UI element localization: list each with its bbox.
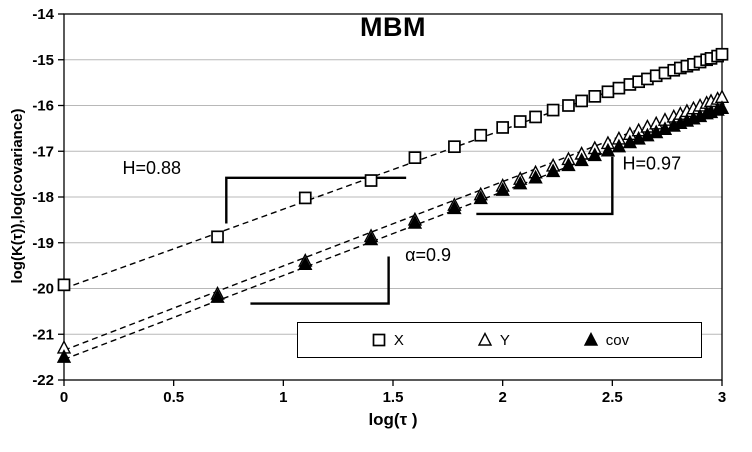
x-tick-label: 2 — [498, 389, 506, 406]
x-tick-label: 2.5 — [602, 389, 623, 406]
filled-triangle-marker — [513, 175, 528, 190]
y-tick-label: -21 — [32, 326, 54, 343]
filled-triangle-marker — [210, 289, 225, 303]
legend-label: cov — [605, 331, 630, 349]
filled-triangle-marker — [528, 169, 543, 184]
open-square-icon — [372, 333, 386, 347]
annotation-label: H=0.88 — [122, 158, 181, 178]
filled-triangle-marker — [600, 142, 616, 157]
annotation-shape — [225, 176, 407, 224]
filled-triangle-marker — [495, 182, 510, 196]
filled-triangle-marker — [363, 231, 379, 246]
filled-triangle-icon — [583, 332, 598, 346]
y-tick-label: -17 — [32, 143, 54, 160]
filled-triangle-marker — [574, 152, 589, 167]
open-square-marker — [474, 128, 488, 142]
open-square-marker — [562, 99, 575, 112]
x-tick-label: 1 — [279, 389, 287, 406]
y-axis-label: log(K(τ)),log(covariance) — [9, 108, 26, 284]
open-square-marker — [372, 333, 386, 347]
filled-triangle-marker — [587, 147, 602, 162]
y-tick-label: -22 — [32, 372, 54, 389]
x-tick-label: 0 — [60, 389, 68, 406]
open-triangle-marker — [477, 332, 492, 346]
legend-label: Y — [499, 331, 510, 349]
open-triangle-icon — [477, 332, 492, 346]
legend-item-X: X — [370, 332, 404, 349]
filled-triangle-marker — [56, 349, 72, 363]
annotation-shape — [250, 256, 390, 305]
open-square-marker — [513, 115, 527, 128]
filled-triangle-marker — [447, 200, 462, 215]
y-tick-label: -19 — [32, 235, 54, 252]
open-square-marker — [601, 85, 615, 99]
y-tick-label: -15 — [32, 52, 54, 69]
filled-triangle-marker — [561, 157, 576, 172]
series-X — [57, 47, 729, 292]
x-axis-label: log(τ ) — [368, 410, 418, 429]
open-square-marker — [715, 47, 729, 61]
filled-triangle-marker — [622, 134, 638, 149]
x-tick-label: 1.5 — [383, 389, 404, 406]
filled-triangle-marker — [611, 138, 627, 153]
legend-item-Y: Y — [476, 332, 510, 349]
trend-line-Y — [63, 96, 723, 351]
open-square-marker — [529, 110, 542, 124]
filled-triangle-marker — [714, 100, 730, 114]
y-tick-label: -18 — [32, 189, 54, 206]
annotation-shape — [476, 156, 614, 216]
annotation-label: α=0.9 — [405, 245, 451, 265]
annotation-label: H=0.97 — [623, 154, 682, 174]
y-tick-label: -16 — [32, 98, 54, 115]
legend-item-cov: cov — [582, 332, 629, 349]
open-square-marker — [364, 174, 378, 187]
x-tick-label: 0.5 — [163, 389, 184, 406]
trend-line-cov — [63, 107, 723, 361]
chart-title: MBM — [360, 12, 426, 42]
open-square-marker — [575, 94, 588, 108]
open-square-marker — [612, 81, 626, 95]
filled-triangle-marker — [583, 332, 598, 346]
filled-triangle-marker — [407, 215, 423, 229]
open-square-marker — [448, 140, 461, 154]
legend-label: X — [393, 331, 404, 349]
y-tick-label: -20 — [32, 281, 54, 298]
y-tick-label: -14 — [32, 6, 54, 23]
filled-triangle-marker — [545, 163, 561, 178]
open-square-marker — [57, 278, 71, 292]
open-square-marker — [496, 121, 510, 134]
open-square-marker — [546, 103, 560, 117]
x-tick-label: 3 — [718, 389, 726, 406]
filled-triangle-marker — [473, 190, 488, 205]
open-square-marker — [298, 191, 312, 205]
open-square-marker — [408, 151, 422, 165]
open-square-marker — [588, 89, 602, 103]
filled-triangle-marker — [298, 256, 313, 270]
open-square-marker — [211, 230, 224, 244]
series-cov — [56, 100, 730, 363]
